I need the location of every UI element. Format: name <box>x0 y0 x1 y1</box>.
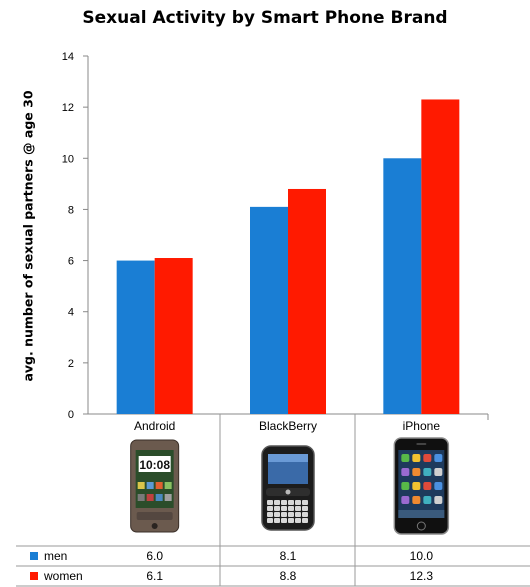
y-tick-label: 6 <box>68 256 74 268</box>
key <box>288 512 294 517</box>
y-tick-label: 4 <box>68 307 74 319</box>
data-label-men: 6.0 <box>146 549 163 563</box>
bar-men <box>383 158 422 414</box>
phone-trackball <box>285 489 291 495</box>
app-icon <box>423 482 432 490</box>
key <box>302 512 308 517</box>
app-icon <box>401 482 410 490</box>
y-tick-label: 8 <box>68 204 74 216</box>
bar-women <box>288 188 326 414</box>
app-icon <box>137 482 145 489</box>
bar-women <box>154 258 193 414</box>
app-icon <box>412 454 421 462</box>
key <box>295 500 301 505</box>
app-icon <box>146 482 154 489</box>
key <box>288 500 294 505</box>
key <box>295 512 301 517</box>
blackberry-phone-icon <box>261 445 315 531</box>
phone-home-button <box>416 521 426 531</box>
bar-women <box>421 99 460 414</box>
key <box>302 506 308 511</box>
data-label-men: 10.0 <box>410 549 434 563</box>
phone-clock-text: 10:08 <box>139 458 170 472</box>
bar-men <box>250 206 288 414</box>
phone-dock <box>398 510 445 518</box>
key <box>281 518 287 523</box>
app-icon <box>155 494 163 501</box>
app-icon <box>434 454 443 462</box>
key <box>281 512 287 517</box>
key <box>288 506 294 511</box>
app-icon <box>401 454 410 462</box>
data-label-women: 8.8 <box>280 569 297 583</box>
key <box>295 506 301 511</box>
key <box>281 500 287 505</box>
iphone-icon <box>393 437 450 535</box>
legend-key-women <box>30 572 38 580</box>
app-icon <box>434 496 443 504</box>
data-label-women: 6.1 <box>146 569 163 583</box>
y-tick-label: 14 <box>62 51 74 63</box>
key <box>288 518 294 523</box>
phone-images: 10:08 <box>130 437 450 535</box>
y-tick-label: 0 <box>68 409 74 421</box>
legend-label-men: men <box>44 549 67 563</box>
app-icon <box>164 494 172 501</box>
bars <box>116 99 460 414</box>
key <box>267 506 273 511</box>
app-icon <box>412 468 421 476</box>
data-label-men: 8.1 <box>280 549 297 563</box>
app-icon <box>423 468 432 476</box>
key <box>274 500 280 505</box>
key <box>274 512 280 517</box>
y-tick-label: 2 <box>68 358 74 370</box>
chart-title: Sexual Activity by Smart Phone Brand <box>82 8 448 28</box>
y-tick-label: 12 <box>62 102 74 114</box>
app-icon <box>155 482 163 489</box>
data-table: men 6.0 8.1 10.0 women 6.1 8.8 12.3 <box>16 545 530 587</box>
key <box>302 500 308 505</box>
app-icon <box>423 496 432 504</box>
legend-key-men <box>30 552 38 560</box>
app-icon <box>401 496 410 504</box>
android-phone-icon: 10:08 <box>130 439 180 533</box>
app-icon <box>137 494 145 501</box>
x-tick-label: Android <box>134 419 175 433</box>
legend-label-women: women <box>43 569 83 583</box>
key <box>267 512 273 517</box>
key <box>267 500 273 505</box>
app-icon <box>401 468 410 476</box>
app-icon <box>164 482 172 489</box>
data-label-women: 12.3 <box>410 569 434 583</box>
app-icon <box>434 468 443 476</box>
bar-men <box>116 260 155 414</box>
phone-clock <box>138 456 171 472</box>
x-tick-label: BlackBerry <box>259 419 317 433</box>
x-tick-label: iPhone <box>403 419 441 433</box>
app-icon <box>412 496 421 504</box>
phone-screen-bar <box>268 454 308 462</box>
key <box>267 518 273 523</box>
key <box>274 518 280 523</box>
y-tick-label: 10 <box>62 153 74 165</box>
key <box>281 506 287 511</box>
phone-trackball <box>151 523 158 529</box>
app-icon <box>412 482 421 490</box>
key <box>274 506 280 511</box>
key <box>302 518 308 523</box>
app-icon <box>434 482 443 490</box>
app-icon <box>423 454 432 462</box>
key <box>295 518 301 523</box>
app-icon <box>146 494 154 501</box>
phone-speaker <box>416 443 427 445</box>
phone-buttons <box>136 512 173 520</box>
